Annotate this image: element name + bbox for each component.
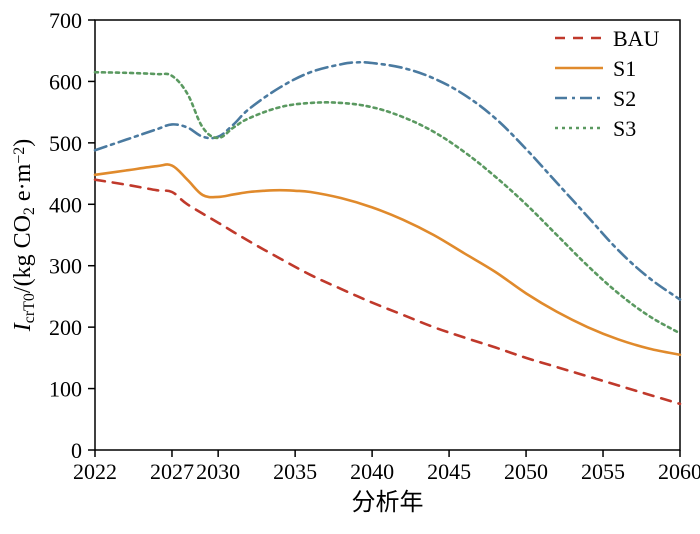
legend-label-bau: BAU xyxy=(613,26,660,51)
y-tick-label: 200 xyxy=(49,315,82,340)
y-tick-label: 700 xyxy=(49,8,82,33)
x-tick-label: 2055 xyxy=(581,459,625,484)
y-tick-label: 0 xyxy=(71,438,82,463)
series-s1 xyxy=(95,164,680,354)
x-tick-label: 2035 xyxy=(273,459,317,484)
series-s2 xyxy=(95,62,680,299)
y-axis-title: IcrT0/(kg CO2 e·m−2) xyxy=(10,139,38,333)
y-tick-label: 400 xyxy=(49,192,82,217)
y-tick-label: 100 xyxy=(49,377,82,402)
x-tick-label: 2040 xyxy=(350,459,394,484)
y-tick-label: 300 xyxy=(49,254,82,279)
x-tick-label: 2027 xyxy=(150,459,194,484)
line-chart: 2022202720302035204020452050205520600100… xyxy=(0,0,700,534)
x-tick-label: 2045 xyxy=(427,459,471,484)
y-tick-label: 500 xyxy=(49,131,82,156)
x-axis-title: 分析年 xyxy=(352,489,424,516)
legend-label-s1: S1 xyxy=(613,56,636,81)
y-tick-label: 600 xyxy=(49,69,82,94)
chart-container: 2022202720302035204020452050205520600100… xyxy=(0,0,700,534)
series-s3 xyxy=(95,72,680,333)
x-tick-label: 2030 xyxy=(196,459,240,484)
legend-label-s3: S3 xyxy=(613,116,636,141)
x-tick-label: 2050 xyxy=(504,459,548,484)
x-tick-label: 2060 xyxy=(658,459,700,484)
legend-label-s2: S2 xyxy=(613,86,636,111)
